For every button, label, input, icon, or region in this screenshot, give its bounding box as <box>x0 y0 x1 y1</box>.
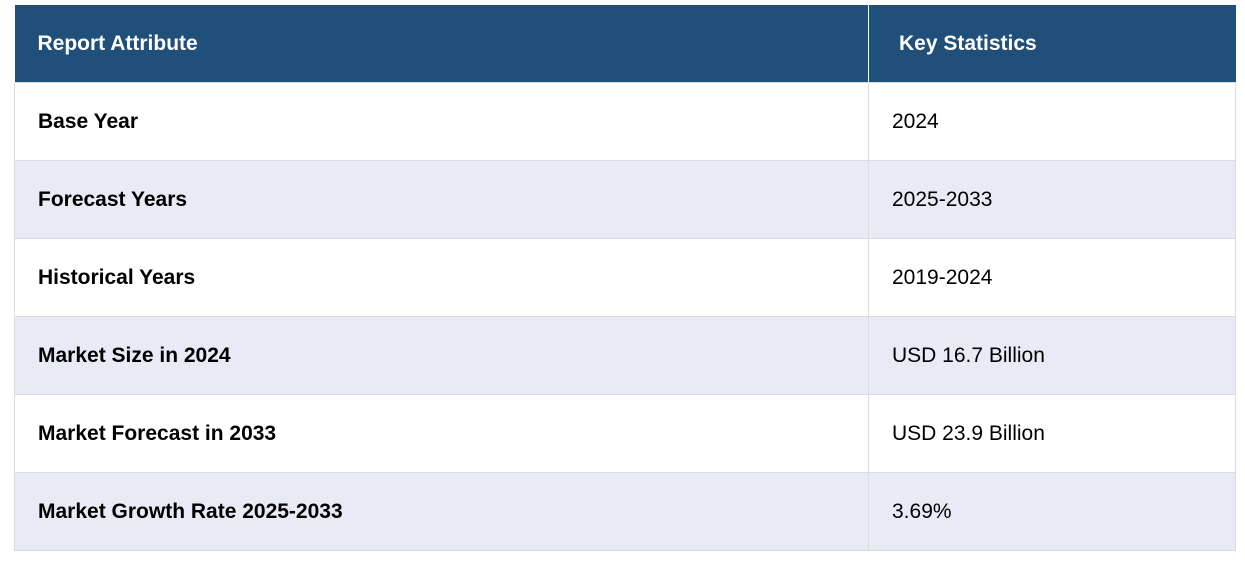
header-row: Report Attribute Key Statistics <box>14 5 1236 83</box>
value-cell: 3.69% <box>868 472 1236 551</box>
attribute-cell: Historical Years <box>14 238 869 317</box>
table-row: Base Year 2024 <box>14 82 1236 161</box>
attribute-cell: Market Forecast in 2033 <box>14 394 869 473</box>
table-row: Historical Years 2019-2024 <box>14 238 1236 317</box>
table-row: Market Forecast in 2033 USD 23.9 Billion <box>14 394 1236 473</box>
attribute-cell: Market Size in 2024 <box>14 316 869 395</box>
value-cell: 2024 <box>868 82 1236 161</box>
attribute-cell: Market Growth Rate 2025-2033 <box>14 472 869 551</box>
header-cell: Key Statistics <box>868 5 1236 83</box>
attribute-cell: Forecast Years <box>14 160 869 239</box>
value-cell: 2019-2024 <box>868 238 1236 317</box>
value-cell: USD 23.9 Billion <box>868 394 1236 473</box>
table-row: Market Growth Rate 2025-2033 3.69% <box>14 472 1236 551</box>
value-cell: 2025-2033 <box>868 160 1236 239</box>
header-cell: Report Attribute <box>14 5 869 83</box>
table-body: Base Year 2024 Forecast Years 2025-2033 Hist… <box>14 82 1236 551</box>
table-row: Market Size in 2024 USD 16.7 Billion <box>14 316 1236 395</box>
value-cell: USD 16.7 Billion <box>868 316 1236 395</box>
stats-table: Report Attribute Key Statistics Base Year… <box>14 5 1236 551</box>
attribute-cell: Base Year <box>14 82 869 161</box>
table-row: Forecast Years 2025-2033 <box>14 160 1236 239</box>
